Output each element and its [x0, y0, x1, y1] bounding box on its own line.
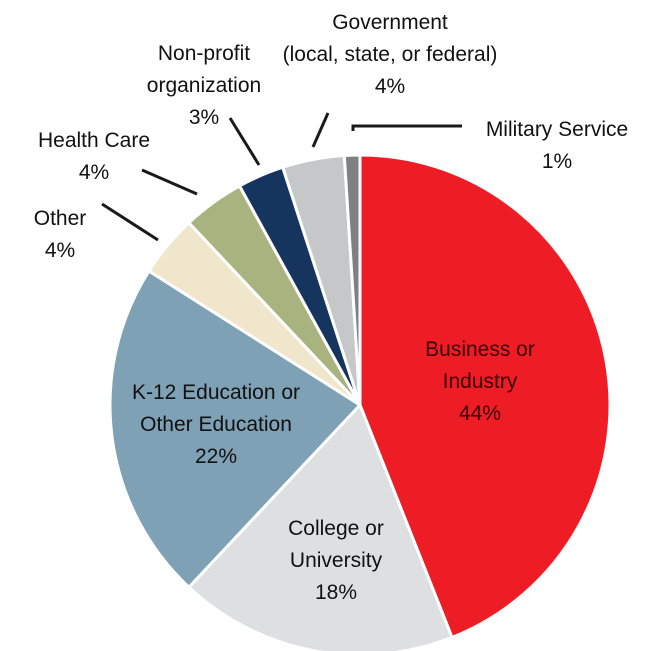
leader-line-health-care — [141, 168, 198, 196]
slice-label-college-or-university: College or University 18% — [288, 517, 384, 604]
slice-label-military-service: Military Service 1% — [486, 118, 628, 173]
slice-label-health-care: Health Care 4% — [38, 129, 150, 184]
leader-line-non-profit-organization — [228, 117, 261, 166]
slice-label-non-profit-organization: Non-profit organization 3% — [147, 42, 261, 129]
leader-line-government-local-state-or-federal — [311, 112, 330, 148]
leader-lines — [101, 112, 462, 242]
pie-slice-military-service — [342, 153, 362, 407]
slice-label-other: Other 4% — [34, 207, 87, 262]
slice-label-k-12-education-or-other-education: K-12 Education or Other Education 22% — [132, 381, 300, 468]
pie-slice-k-12-education-or-other-education — [108, 269, 362, 589]
slice-label-business-or-industry: Business or Industry 44% — [425, 338, 535, 425]
pie-slice-business-or-industry — [358, 153, 612, 639]
pie-slices — [108, 153, 612, 651]
slice-label-government-local-state-or-federal: Government (local, state, or federal) 4% — [283, 11, 498, 98]
leader-line-other — [101, 202, 159, 242]
slice-labels: Business or Industry 44% College or Universi… — [34, 11, 628, 604]
leader-line-military-service — [351, 124, 462, 131]
